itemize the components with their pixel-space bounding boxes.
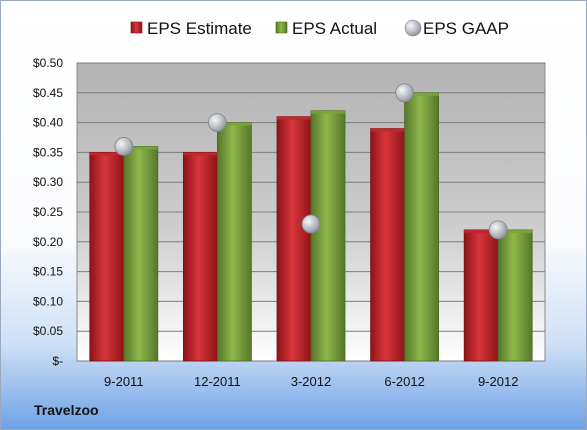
eps-estimate-bar-top [89,152,124,156]
x-category-label: 3-2012 [291,374,331,389]
eps-estimate-bar-top [183,152,218,156]
gaap-markers [114,83,508,240]
eps-actual-bar [216,122,252,362]
bars [89,92,533,362]
legend-swatch [404,19,422,37]
eps-estimate-bar [89,151,125,362]
eps-actual-bar [123,146,159,362]
y-tick-label: $0.35 [33,145,63,159]
legend: EPS Estimate EPS Actual EPS GAAP [130,19,509,38]
y-tick-label: $0.15 [33,265,63,279]
eps-actual-bar-top [498,229,533,233]
eps-gaap-marker [114,137,134,156]
y-axis-ticks: $- $0.05 $0.10 $0.15 $0.20 $0.25 $0.30 $0.35 $0.… [33,56,63,368]
eps-estimate-bar [182,151,218,362]
legend-label: EPS Estimate [147,19,252,38]
eps-actual-bar-top [123,146,158,150]
legend-label: EPS Actual [292,19,377,38]
eps-gaap-marker [207,113,227,132]
eps-estimate-bar-top [277,116,311,120]
company-name: Travelzoo [34,402,99,418]
eps-estimate-bar [370,128,406,362]
y-tick-label: $0.20 [33,235,63,249]
y-tick-label: $0.10 [33,294,63,308]
eps-actual-bar [497,229,533,362]
eps-gaap-marker [395,83,415,103]
x-category-label: 6-2012 [384,374,424,389]
y-tick-label: $0.45 [33,86,63,100]
y-tick-label: $- [52,354,63,368]
y-tick-label: $0.05 [33,324,63,338]
y-tick-label: $0.50 [33,56,63,70]
eps-estimate-bar [463,229,499,362]
y-tick-label: $0.40 [33,116,63,130]
eps-actual-bar-top [311,110,345,114]
y-tick-label: $0.25 [33,205,63,219]
eps-estimate-bar-top [370,128,405,132]
eps-actual-bar [310,110,346,362]
x-category-label: 9-2011 [104,374,144,389]
eps-estimate-bar [276,116,312,362]
eps-actual-bar [404,92,440,362]
eps-gaap-marker [488,220,508,240]
x-axis-categories: 9-2011 12-2011 3-2012 6-2012 9-2012 [104,374,518,389]
eps-actual-bar-top [404,92,439,96]
y-tick-label: $0.30 [33,175,63,189]
eps-estimate-bar-top [464,229,499,233]
legend-swatch [130,21,143,34]
eps-gaap-marker [301,214,321,234]
eps-actual-bar-top [217,122,252,126]
legend-label: EPS GAAP [423,19,509,38]
x-category-label: 12-2011 [194,374,241,389]
x-category-label: 9-2012 [478,374,518,389]
legend-swatch [275,21,288,34]
